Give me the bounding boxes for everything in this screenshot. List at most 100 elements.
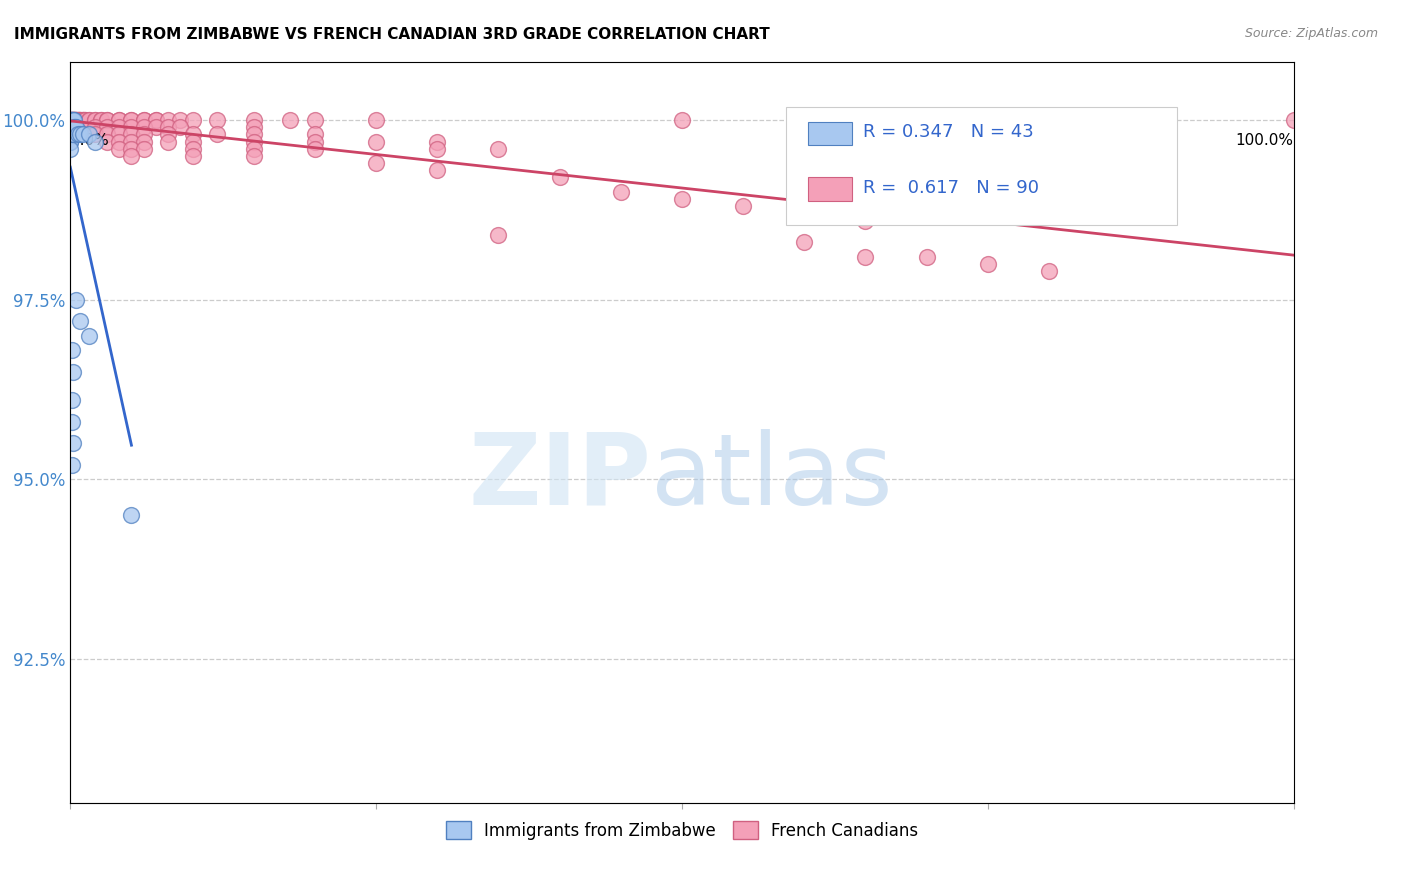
Point [157,128,180,142]
Point [60,120,83,135]
Point [671,112,693,127]
Point [243,135,266,149]
Point [243,112,266,127]
Text: atlas: atlas [651,428,893,525]
Point [132,112,155,127]
Point [157,135,180,149]
Point [73,112,96,127]
Point [66,112,89,127]
Point [96,128,118,142]
Point [65,120,87,135]
Point [181,135,204,149]
Point [63,120,86,135]
Point [59,112,82,127]
Point [132,120,155,135]
Point [121,128,143,142]
Point [671,192,693,206]
Point [60,112,83,127]
Point [304,142,326,156]
Point [60,128,83,142]
FancyBboxPatch shape [808,178,852,201]
Point [108,135,131,149]
Point [733,199,755,213]
Point [62,436,84,450]
Point [304,112,326,127]
Point [83,120,105,135]
Point [73,112,96,127]
Point [63,112,86,127]
Point [915,250,938,264]
Point [59,128,82,142]
Point [59,112,82,127]
Point [121,142,143,156]
Point [181,149,204,163]
Point [59,112,82,127]
Point [793,206,815,220]
Point [280,112,302,127]
Point [96,120,118,135]
Point [108,128,131,142]
Point [72,112,94,127]
Point [65,293,87,307]
FancyBboxPatch shape [786,107,1177,226]
Point [69,112,91,127]
Point [181,128,204,142]
Point [63,112,86,127]
Point [60,415,83,429]
Point [610,185,633,199]
Point [1038,264,1060,278]
Point [60,120,83,135]
Point [169,120,191,135]
Point [62,112,84,127]
Point [121,120,143,135]
Point [169,112,191,127]
Point [855,213,877,227]
Point [96,112,118,127]
Point [145,112,167,127]
Point [63,112,86,127]
Point [96,112,118,127]
Point [488,142,510,156]
Point [83,128,105,142]
Text: 100.0%: 100.0% [1236,133,1294,148]
Point [90,112,112,127]
Text: IMMIGRANTS FROM ZIMBABWE VS FRENCH CANADIAN 3RD GRADE CORRELATION CHART: IMMIGRANTS FROM ZIMBABWE VS FRENCH CANAD… [14,27,770,42]
Point [108,142,131,156]
Point [243,120,266,135]
Point [243,149,266,163]
Point [132,128,155,142]
Point [366,112,388,127]
Point [1282,112,1305,127]
FancyBboxPatch shape [808,121,852,145]
Point [108,112,131,127]
Point [426,135,449,149]
Point [157,112,180,127]
Point [59,120,82,135]
Point [67,112,90,127]
Text: 0.0%: 0.0% [70,133,110,148]
Point [67,112,90,127]
Point [66,128,89,142]
Point [59,142,82,156]
Point [60,458,83,472]
Point [60,343,83,357]
Point [59,112,82,127]
Point [59,112,82,127]
Point [60,112,83,127]
Point [65,112,87,127]
Point [304,135,326,149]
Point [72,112,94,127]
Point [121,112,143,127]
Point [59,120,82,135]
Point [62,112,84,127]
Point [108,120,131,135]
Point [132,135,155,149]
Point [69,112,91,127]
Point [60,112,83,127]
Point [108,112,131,127]
Point [59,112,82,127]
Point [132,142,155,156]
Point [60,112,83,127]
Point [488,227,510,242]
Point [243,142,266,156]
